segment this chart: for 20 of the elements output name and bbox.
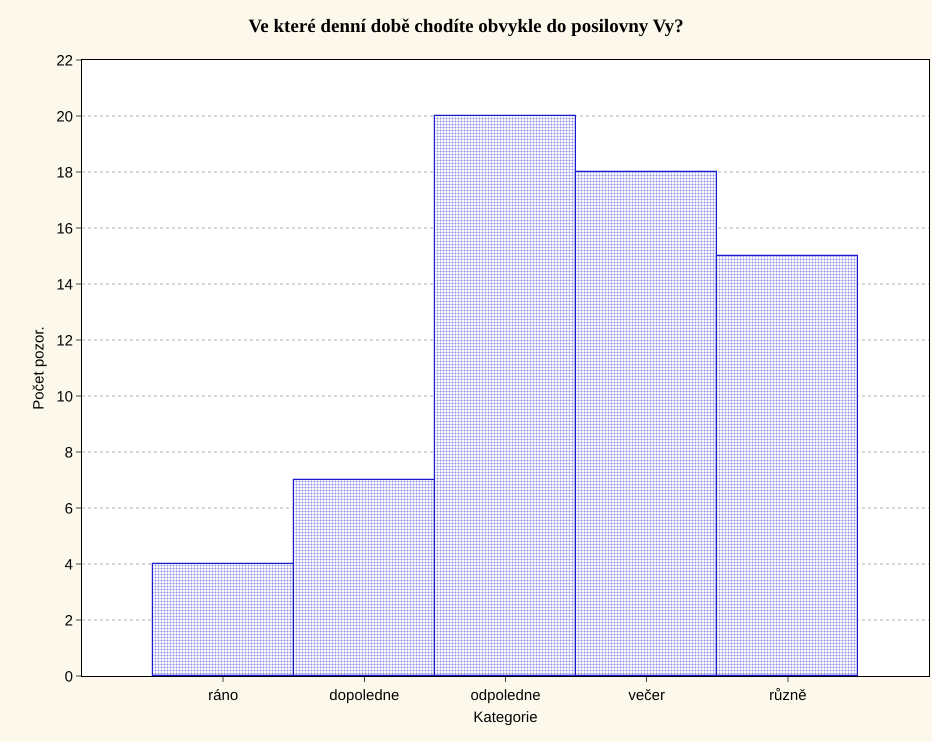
y-tick-label: 16 — [56, 220, 73, 238]
x-tick-label: večer — [628, 687, 666, 704]
y-tick-label: 2 — [64, 612, 73, 630]
x-tick-label: různě — [769, 687, 807, 704]
y-tick-label: 6 — [64, 500, 73, 518]
y-tick-label: 4 — [64, 556, 73, 574]
x-axis-title: Kategorie — [473, 709, 538, 726]
y-tick-label: 14 — [56, 276, 73, 294]
y-axis-title: Počet pozor. — [30, 326, 48, 410]
chart-title: Ve které denní době chodíte obvykle do posilovny Vy? — [248, 16, 684, 37]
y-tick-label: 0 — [64, 668, 73, 686]
y-tick-label: 22 — [56, 52, 73, 70]
x-tick-label: odpoledne — [470, 687, 541, 704]
y-tick-label: 18 — [56, 164, 73, 182]
y-tick-label: 10 — [56, 388, 73, 406]
x-tick-label: ráno — [208, 687, 238, 704]
y-tick-label: 20 — [56, 108, 73, 126]
x-tick-label: dopoledne — [329, 687, 400, 704]
y-tick-label: 12 — [56, 332, 73, 350]
y-tick-label: 8 — [64, 444, 73, 462]
